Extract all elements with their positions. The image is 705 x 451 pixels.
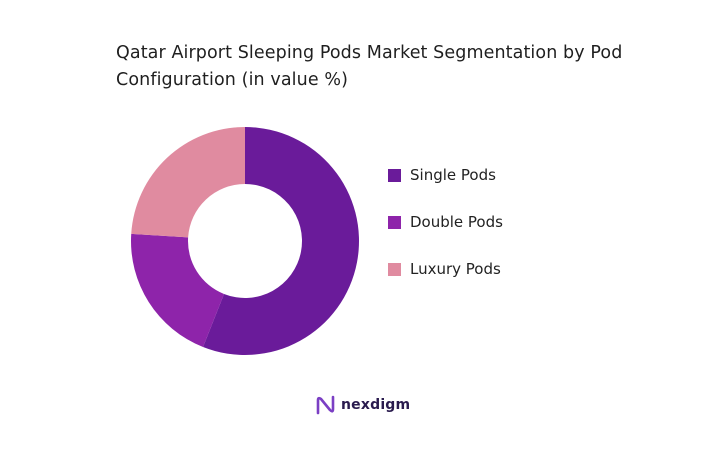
legend-swatch-double-pods <box>388 215 401 229</box>
legend-swatch-single-pods <box>388 168 401 182</box>
brand-footer: nexdigm <box>316 394 410 416</box>
legend-label-single-pods: Single Pods <box>410 166 496 184</box>
legend-swatch-luxury-pods <box>388 262 401 276</box>
nexdigm-logo-icon <box>316 395 335 415</box>
chart-title: Qatar Airport Sleeping Pods Market Segme… <box>116 43 623 90</box>
legend-item-double-pods: Double Pods <box>388 210 503 234</box>
legend-item-luxury-pods: Luxury Pods <box>388 257 503 281</box>
donut-slice-single-pods <box>203 127 359 355</box>
donut-slice-luxury-pods <box>131 127 245 238</box>
donut-chart <box>131 127 359 355</box>
legend-item-single-pods: Single Pods <box>388 163 503 187</box>
donut-slice-double-pods <box>131 233 225 347</box>
brand-name: nexdigm <box>341 397 411 413</box>
legend-label-luxury-pods: Luxury Pods <box>410 260 501 278</box>
legend-label-double-pods: Double Pods <box>410 213 503 231</box>
chart-legend: Single Pods Double Pods Luxury Pods <box>388 163 503 304</box>
